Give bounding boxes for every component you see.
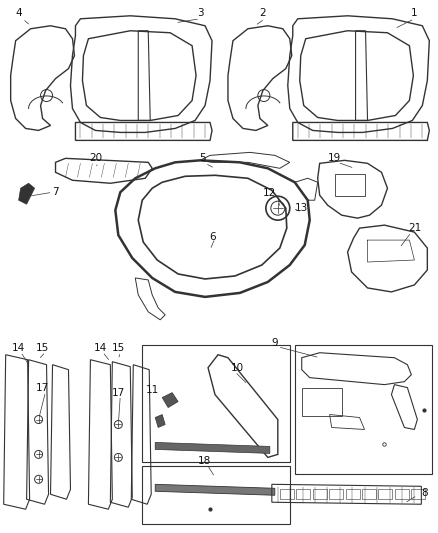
Text: 2: 2 xyxy=(260,8,266,18)
Bar xyxy=(280,489,294,499)
Text: 15: 15 xyxy=(36,343,49,353)
Text: 5: 5 xyxy=(199,154,205,163)
Text: 17: 17 xyxy=(36,383,49,393)
Text: 12: 12 xyxy=(263,188,276,198)
Polygon shape xyxy=(162,393,178,408)
Text: 15: 15 xyxy=(112,343,125,353)
Bar xyxy=(302,387,342,416)
Text: 10: 10 xyxy=(230,362,244,373)
Bar xyxy=(313,489,327,499)
Bar xyxy=(346,489,360,499)
Bar xyxy=(378,489,392,499)
Text: 13: 13 xyxy=(295,203,308,213)
Bar xyxy=(142,466,290,524)
Text: 14: 14 xyxy=(94,343,107,353)
Text: 19: 19 xyxy=(328,154,341,163)
Text: 1: 1 xyxy=(411,8,418,18)
Bar xyxy=(295,345,432,474)
Bar xyxy=(142,345,290,462)
Text: 3: 3 xyxy=(197,8,203,18)
Text: 17: 17 xyxy=(112,387,125,398)
Text: 21: 21 xyxy=(408,223,421,233)
Bar xyxy=(395,489,409,499)
Polygon shape xyxy=(155,442,270,454)
Text: 14: 14 xyxy=(12,343,25,353)
Bar xyxy=(362,489,376,499)
Polygon shape xyxy=(155,484,275,495)
Bar xyxy=(335,174,364,196)
Text: 18: 18 xyxy=(198,456,211,466)
Polygon shape xyxy=(19,183,35,204)
Text: 11: 11 xyxy=(145,385,159,394)
Polygon shape xyxy=(155,415,165,427)
Bar xyxy=(296,489,310,499)
Bar xyxy=(329,489,343,499)
Text: 9: 9 xyxy=(272,338,278,348)
Text: 8: 8 xyxy=(421,488,427,498)
Text: 6: 6 xyxy=(210,232,216,242)
Text: 4: 4 xyxy=(15,8,22,18)
Text: 7: 7 xyxy=(52,187,59,197)
Text: 20: 20 xyxy=(89,154,102,163)
Bar xyxy=(411,489,425,499)
